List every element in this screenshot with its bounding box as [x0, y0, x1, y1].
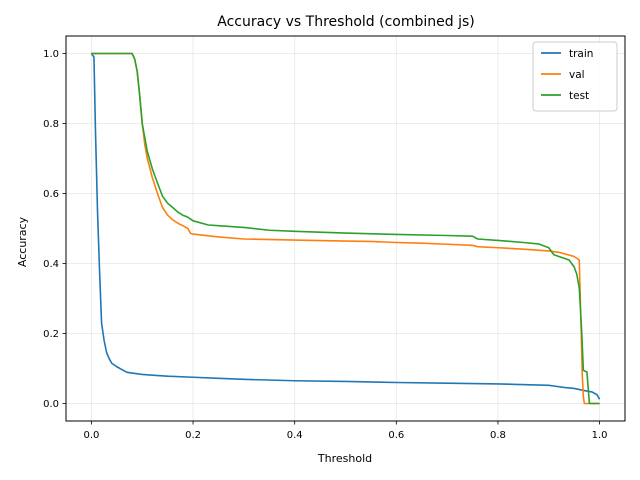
y-axis-label: Accuracy [16, 216, 29, 267]
x-tick-label: 1.0 [592, 430, 608, 441]
y-tick-label: 0.2 [43, 329, 59, 340]
series-layer [90, 52, 601, 405]
legend: train val test [532, 41, 618, 112]
series-line-train [90, 53, 601, 400]
legend-label-val: val [569, 69, 585, 81]
y-tick-label: 0.6 [43, 189, 59, 200]
chart-title: Accuracy vs Threshold (combined js) [217, 14, 474, 30]
legend-label-test: test [569, 90, 589, 102]
x-tick-label: 0.4 [287, 430, 303, 441]
x-tick-label: 0.8 [490, 430, 506, 441]
series-line-test [91, 52, 600, 405]
x-tick-label: 0.6 [388, 430, 404, 441]
x-tick-label: 0.2 [185, 430, 201, 441]
x-axis-label: Threshold [317, 452, 372, 465]
x-tick-label: 0.0 [83, 430, 99, 441]
ticks: 0.0 0.2 0.4 0.6 0.8 1.0 0.0 0.2 0.4 0.6 0.8 1.0 [43, 49, 607, 441]
plot-frame [65, 35, 626, 422]
y-tick-label: 0.8 [43, 119, 59, 130]
y-tick-label: 0.4 [43, 259, 59, 270]
y-tick-label: 0.0 [43, 399, 59, 410]
series-line-val [91, 52, 600, 405]
legend-box [532, 41, 618, 112]
legend-label-train: train [569, 48, 593, 60]
y-tick-label: 1.0 [43, 49, 59, 60]
